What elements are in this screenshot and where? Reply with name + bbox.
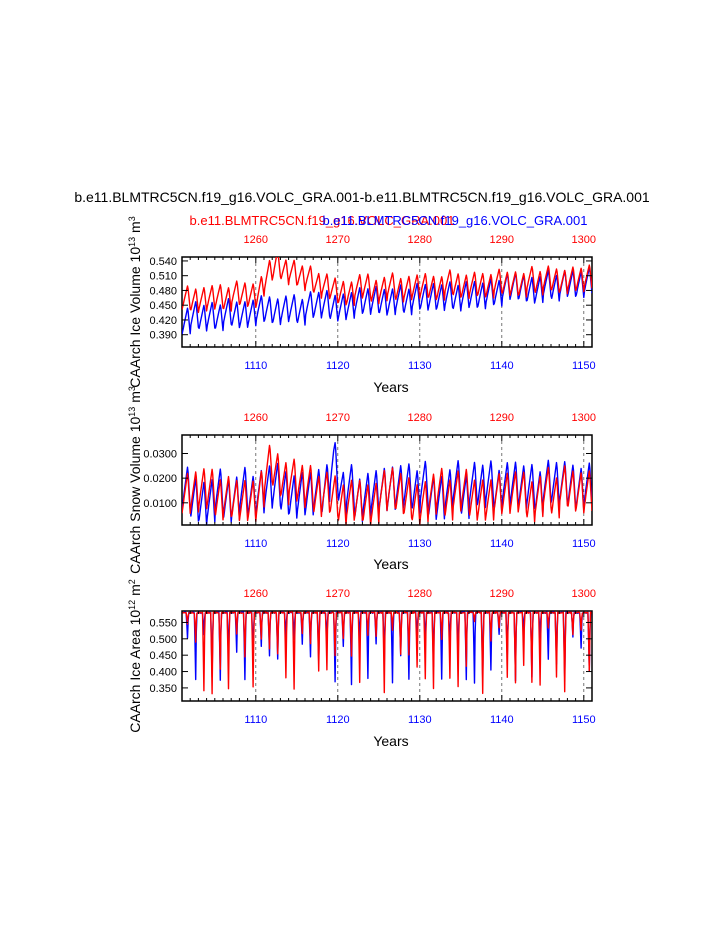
xtick-label-bottom: 1120 (326, 714, 350, 726)
xtick-label-top: 1270 (326, 234, 350, 246)
grid-2 (255, 611, 585, 701)
xtick-label-bottom: 1150 (572, 538, 596, 550)
ylabel-0-main: CAArch Ice Volume 10 (127, 247, 143, 388)
xtick-label-bottom: 1130 (408, 714, 432, 726)
xtick-label-top: 1270 (326, 588, 350, 600)
xtick-label-top: 1290 (490, 588, 514, 600)
xtick-label-bottom: 1110 (244, 538, 267, 550)
xtick-label-bottom: 1140 (490, 538, 514, 550)
panel-ice-volume: 1110 1120 1130 1140 1150 1260 1270 1280 1290 1300… (127, 216, 596, 395)
yticks-0: 0.390 0.420 0.450 0.480 0.510 0.540 (149, 256, 592, 342)
ytick-label: 0.500 (149, 634, 177, 646)
ytick-label: 0.0300 (143, 448, 177, 460)
ytick-label: 0.450 (149, 300, 177, 312)
ytick-label: 0.480 (149, 285, 177, 297)
xtick-label-bottom: 1120 (326, 360, 350, 372)
ytick-label: 0.0200 (143, 473, 177, 485)
xticks-1: 1110 1120 1130 1140 1150 1260 1270 1280 1290 1300 (181, 412, 596, 550)
ylabel-2-exp2: 2 (127, 579, 137, 584)
xtick-label-bottom: 1110 (244, 360, 267, 372)
xticks-2: 1110 1120 1130 1140 1150 1260 1270 1280 1290 1300 (181, 588, 596, 726)
series-0 (182, 257, 592, 335)
ytick-label: 0.0100 (143, 498, 177, 510)
ylabel-2-mid: m (127, 584, 143, 600)
series-line-blue (182, 442, 592, 525)
xticks-0: 1110 1120 1130 1140 1150 1260 1270 1280 1290 1300 (181, 234, 596, 372)
xtick-label-top: 1290 (490, 234, 514, 246)
ytick-label: 0.390 (149, 330, 177, 342)
xtick-label-bottom: 1150 (572, 360, 596, 372)
panel-snow-volume: 1110 1120 1130 1140 1150 1260 1270 1280 1290 1300… (127, 386, 596, 574)
xtick-label-bottom: 1140 (490, 360, 514, 372)
ylabel-0-mid: m (127, 221, 143, 237)
ytick-label: 0.450 (149, 650, 177, 662)
series-line-red (182, 611, 592, 695)
ytick-label: 0.400 (149, 667, 177, 679)
series-2 (182, 611, 592, 695)
legend-blue: b.e11.BLMTRC5CN.f19_g16.VOLC_GRA.001 (323, 213, 588, 228)
xlabel-2: Years (373, 733, 408, 749)
xtick-label-top: 1280 (408, 234, 432, 246)
ytick-label: 0.550 (149, 617, 177, 629)
ylabel-2-main: CAArch Ice Area 10 (127, 610, 143, 733)
xtick-label-top: 1300 (572, 588, 596, 600)
ylabel-0-exp1: 13 (127, 237, 137, 247)
xtick-label-bottom: 1120 (326, 538, 350, 550)
ytick-label: 0.350 (149, 683, 177, 695)
xtick-label-top: 1290 (490, 412, 514, 424)
ylabel-1: CAArch Snow Volume 1013 m3 (127, 386, 143, 574)
xtick-label-top: 1270 (326, 412, 350, 424)
ylabel-1-mid: m (127, 391, 143, 407)
xtick-label-bottom: 1130 (408, 538, 432, 550)
series-line-red (182, 444, 592, 525)
xlabel-1: Years (373, 556, 408, 572)
ylabel-2-exp1: 12 (127, 600, 137, 610)
xtick-label-top: 1260 (244, 588, 268, 600)
ylabel-0: CAArch Ice Volume 1013 m3 (127, 216, 143, 387)
xtick-label-top: 1280 (408, 588, 432, 600)
xtick-label-bottom: 1110 (244, 714, 267, 726)
xtick-label-top: 1300 (572, 234, 596, 246)
yticks-1: 0.0100 0.0200 0.0300 (143, 448, 592, 510)
xlabel-0: Years (373, 379, 408, 395)
ytick-label: 0.420 (149, 315, 177, 327)
xtick-label-bottom: 1130 (408, 360, 432, 372)
figure-title: b.e11.BLMTRC5CN.f19_g16.VOLC_GRA.001-b.e… (74, 189, 650, 205)
series-line-red (182, 257, 592, 314)
panel-ice-area: 1110 1120 1130 1140 1150 1260 1270 1280 1290 1300… (127, 579, 596, 749)
ytick-label: 0.540 (149, 256, 177, 268)
ylabel-2: CAArch Ice Area 1012 m2 (127, 579, 143, 733)
ylabel-1-exp2: 3 (127, 386, 137, 391)
ytick-label: 0.510 (149, 271, 177, 283)
ylabel-1-exp1: 13 (127, 407, 137, 417)
ylabel-1-main: CAArch Snow Volume 10 (127, 416, 143, 573)
xtick-label-top: 1260 (244, 234, 268, 246)
legend-red: b.e11.BLMTRC5CN.f19_g16.VOLC_GRA.001 (190, 213, 455, 228)
ylabel-0-exp2: 3 (127, 216, 137, 221)
series-1 (182, 442, 592, 525)
xtick-label-bottom: 1150 (572, 714, 596, 726)
xtick-label-top: 1300 (572, 412, 596, 424)
xtick-label-top: 1260 (244, 412, 268, 424)
xtick-label-bottom: 1140 (490, 714, 514, 726)
yticks-2: 0.350 0.400 0.450 0.500 0.550 (149, 617, 592, 695)
xtick-label-top: 1280 (408, 412, 432, 424)
